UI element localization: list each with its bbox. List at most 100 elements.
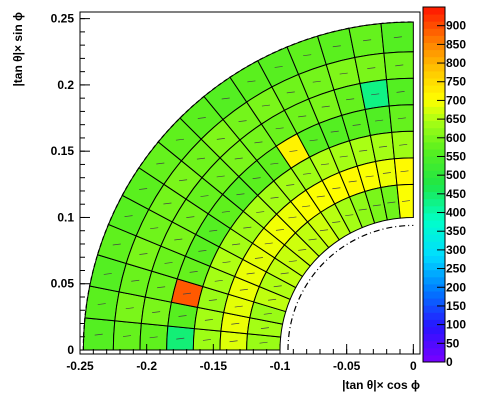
palette-swatch — [423, 149, 445, 157]
cell-marker — [157, 286, 166, 289]
palette-swatch — [423, 298, 445, 306]
cell-marker — [348, 180, 357, 183]
cell-marker — [339, 155, 348, 158]
heatmap-cell-r5-s0 — [219, 330, 249, 351]
palette-swatch — [423, 99, 445, 107]
cell-marker — [275, 228, 285, 231]
cell-marker — [339, 72, 348, 75]
cell-marker — [122, 335, 132, 337]
cell-marker — [202, 339, 211, 341]
cell-marker — [174, 238, 183, 241]
palette-swatch — [423, 220, 445, 228]
palette-swatch — [423, 78, 445, 86]
palette-swatch — [423, 56, 445, 65]
cell-marker — [309, 139, 318, 142]
cell-marker — [178, 315, 187, 317]
palette-label: 850 — [446, 37, 466, 51]
cell-marker — [239, 288, 248, 291]
cell-marker — [221, 210, 230, 213]
palette-label: 750 — [446, 75, 466, 89]
palette-swatch — [423, 92, 445, 100]
cell-marker — [254, 257, 263, 259]
cell-marker — [139, 188, 148, 190]
cell-marker — [345, 214, 354, 217]
y-tick-label: 0 — [67, 343, 74, 357]
cell-marker — [268, 298, 277, 301]
cell-marker — [288, 260, 297, 263]
cell-marker — [200, 195, 209, 197]
x-tick-label: -0.05 — [333, 359, 361, 373]
cell-marker — [152, 311, 161, 313]
heatmap-cell-r4-s0 — [192, 328, 222, 351]
palette-swatch — [423, 141, 445, 150]
palette-swatch — [423, 70, 445, 79]
cell-marker — [229, 340, 238, 343]
cell-marker — [112, 243, 121, 246]
cell-marker — [163, 202, 172, 205]
x-tick-label: -0.25 — [66, 359, 94, 373]
cell-marker — [238, 120, 247, 122]
palette-swatch — [423, 205, 445, 214]
x-tick-label: -0.15 — [200, 359, 228, 373]
palette-label: 100 — [446, 318, 466, 332]
y-tick-label: 0.15 — [51, 144, 75, 158]
palette-swatch — [423, 134, 445, 143]
cell-marker — [319, 229, 329, 232]
cell-marker — [387, 201, 396, 204]
palette-swatch — [423, 248, 445, 256]
cell-marker — [231, 322, 240, 325]
palette-swatch — [423, 333, 445, 342]
cell-marker — [332, 187, 341, 190]
cell-marker — [378, 145, 388, 148]
cell-marker — [197, 117, 206, 119]
cell-marker — [246, 272, 255, 275]
y-axis-title: |tan θ|× sin ϕ — [11, 12, 25, 87]
palette-swatch — [423, 14, 445, 22]
cell-marker — [382, 172, 391, 174]
y-tick-label: 0.05 — [51, 277, 75, 291]
inner-acceptance-boundary — [287, 224, 414, 351]
cell-marker — [330, 130, 339, 133]
cell-marker — [97, 303, 106, 305]
cell-marker — [263, 312, 272, 315]
cell-marker — [399, 143, 408, 146]
cell-marker — [316, 195, 325, 198]
cell-marker — [363, 39, 372, 42]
palette-label: 650 — [446, 112, 466, 126]
palette-label: 0 — [446, 355, 453, 369]
cell-marker — [270, 162, 279, 165]
cell-marker — [236, 193, 245, 196]
palette-swatch — [423, 113, 445, 122]
cell-marker — [186, 216, 195, 218]
palette-swatch — [423, 49, 445, 58]
cell-marker — [395, 64, 404, 67]
cell-marker — [367, 67, 376, 69]
cell-marker — [260, 327, 270, 329]
cell-marker — [179, 179, 188, 182]
palette-swatch — [423, 28, 445, 36]
cell-marker — [346, 98, 355, 101]
cell-marker — [252, 177, 261, 179]
cell-marker — [232, 243, 241, 246]
palette-swatch — [423, 63, 445, 72]
palette-swatch — [423, 184, 445, 193]
y-tick-label: 0.2 — [57, 78, 74, 92]
cell-marker — [259, 341, 268, 344]
cell-marker — [124, 215, 133, 217]
y-tick-label: 0.1 — [57, 210, 74, 224]
cell-marker — [254, 141, 263, 144]
palette-label: 500 — [446, 168, 466, 182]
cell-marker — [208, 299, 217, 301]
palette-swatch — [423, 312, 445, 320]
cell-marker — [214, 279, 223, 282]
cell-marker — [280, 272, 289, 275]
palette-swatch — [423, 42, 445, 51]
cell-marker — [270, 196, 279, 199]
cell-marker — [182, 292, 192, 295]
cell-marker — [221, 97, 230, 100]
palette-swatch — [423, 212, 445, 221]
cell-marker — [209, 229, 218, 232]
cell-marker — [189, 271, 198, 273]
palette-swatch — [423, 227, 445, 235]
